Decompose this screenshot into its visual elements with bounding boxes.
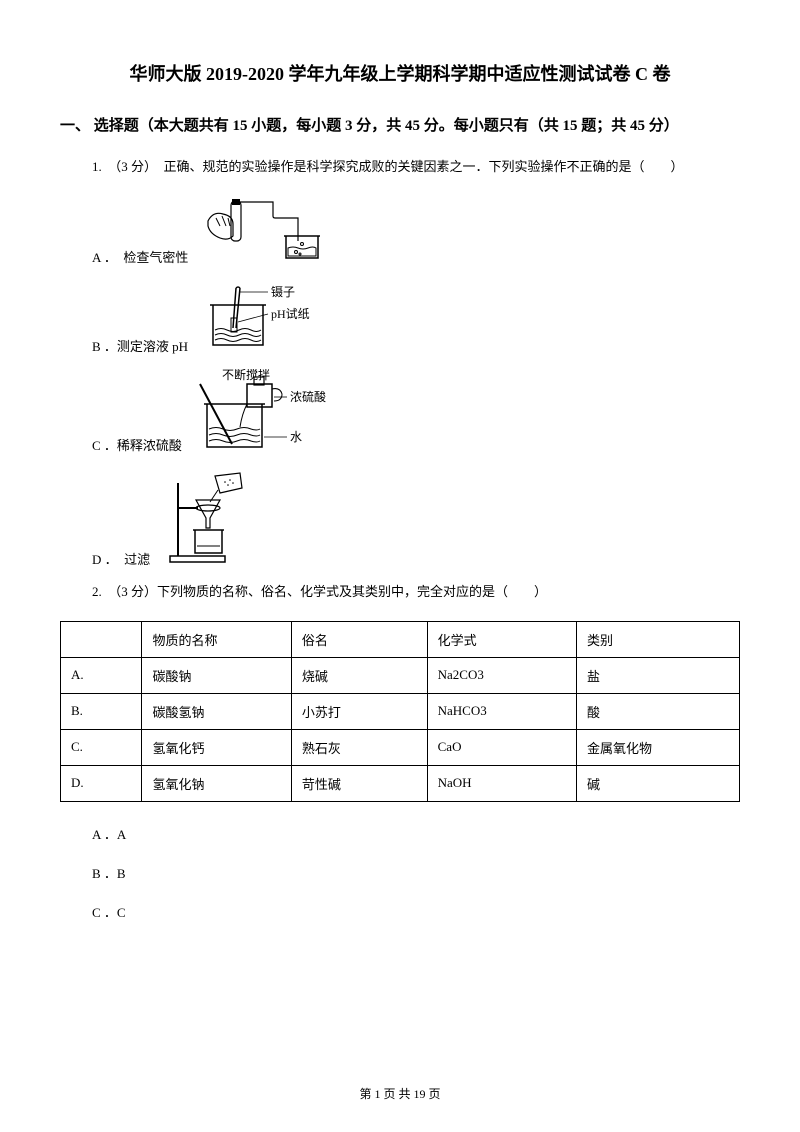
table-header: 类别 — [577, 621, 740, 657]
q1-c-label-stir: 不断搅拌 — [222, 369, 270, 382]
table-header — [61, 621, 142, 657]
table-cell: D. — [61, 765, 142, 801]
table-cell: 苛性碱 — [291, 765, 427, 801]
question-2-text: 2. （3 分）下列物质的名称、俗名、化学式及其类别中，完全对应的是（ ） — [92, 582, 740, 603]
table-row: A. 碳酸钠 烧碱 Na2CO3 盐 — [61, 657, 740, 693]
table-cell: Na2CO3 — [427, 657, 576, 693]
table-cell: CaO — [427, 729, 576, 765]
table-cell: 碳酸钠 — [142, 657, 291, 693]
question-1-text: 1. （3 分） 正确、规范的实验操作是科学探究成败的关键因素之一．下列实验操作… — [92, 157, 740, 178]
table-cell: 碳酸氢钠 — [142, 693, 291, 729]
section-heading: 一、 选择题（本大题共有 15 小题，每小题 3 分，共 45 分。每小题只有（… — [60, 114, 740, 135]
table-cell: 盐 — [577, 657, 740, 693]
q1-option-b-label: B ．测定溶液 pH — [92, 336, 188, 355]
table-cell: 氢氧化钙 — [142, 729, 291, 765]
q2-answer-c: C ．C — [92, 902, 740, 921]
table-cell: NaHCO3 — [427, 693, 576, 729]
table-cell: B. — [61, 693, 142, 729]
table-header: 化学式 — [427, 621, 576, 657]
table-header: 俗名 — [291, 621, 427, 657]
table-row: B. 碳酸氢钠 小苏打 NaHCO3 酸 — [61, 693, 740, 729]
q1-b-label-tweezers: 镊子 — [271, 285, 295, 299]
table-cell: 氢氧化钠 — [142, 765, 291, 801]
table-row: D. 氢氧化钠 苛性碱 NaOH 碱 — [61, 765, 740, 801]
q2-answer-b: B ．B — [92, 863, 740, 882]
q1-c-label-acid: 浓硫酸 — [290, 389, 326, 404]
table-header: 物质的名称 — [142, 621, 291, 657]
table-cell: 金属氧化物 — [577, 729, 740, 765]
q1-option-c: C ．稀释浓硫酸 不断搅拌 浓硫酸 水 — [92, 369, 740, 454]
table-cell: NaOH — [427, 765, 576, 801]
q1-c-label-water: 水 — [290, 430, 302, 444]
q1-option-a-label: A ． 检查气密性 — [92, 247, 188, 266]
table-cell: 酸 — [577, 693, 740, 729]
table-cell: C. — [61, 729, 142, 765]
table-cell: 熟石灰 — [291, 729, 427, 765]
q2-table: 物质的名称 俗名 化学式 类别 A. 碳酸钠 烧碱 Na2CO3 盐 B. 碳酸… — [60, 621, 740, 802]
table-cell: 小苏打 — [291, 693, 427, 729]
q1-diagram-c: 不断搅拌 浓硫酸 水 — [192, 369, 362, 454]
q1-diagram-a — [198, 196, 348, 266]
q1-option-b: B ．测定溶液 pH 镊子 pH试纸 — [92, 280, 740, 355]
q1-diagram-b: 镊子 pH试纸 — [198, 280, 348, 355]
q1-option-a: A ． 检查气密性 — [92, 196, 740, 266]
q1-b-label-paper: pH试纸 — [271, 306, 310, 321]
table-cell: 烧碱 — [291, 657, 427, 693]
q1-option-d-label: D ． 过滤 — [92, 549, 150, 568]
table-cell: 碱 — [577, 765, 740, 801]
q1-option-d: D ． 过滤 — [92, 468, 740, 568]
page-title: 华师大版 2019-2020 学年九年级上学期科学期中适应性测试试卷 C 卷 — [60, 60, 740, 86]
q1-option-c-label: C ．稀释浓硫酸 — [92, 435, 182, 454]
page-footer: 第 1 页 共 19 页 — [0, 1085, 800, 1102]
table-cell: A. — [61, 657, 142, 693]
q1-diagram-d — [160, 468, 270, 568]
table-row: C. 氢氧化钙 熟石灰 CaO 金属氧化物 — [61, 729, 740, 765]
q2-answer-a: A ．A — [92, 824, 740, 843]
table-header-row: 物质的名称 俗名 化学式 类别 — [61, 621, 740, 657]
